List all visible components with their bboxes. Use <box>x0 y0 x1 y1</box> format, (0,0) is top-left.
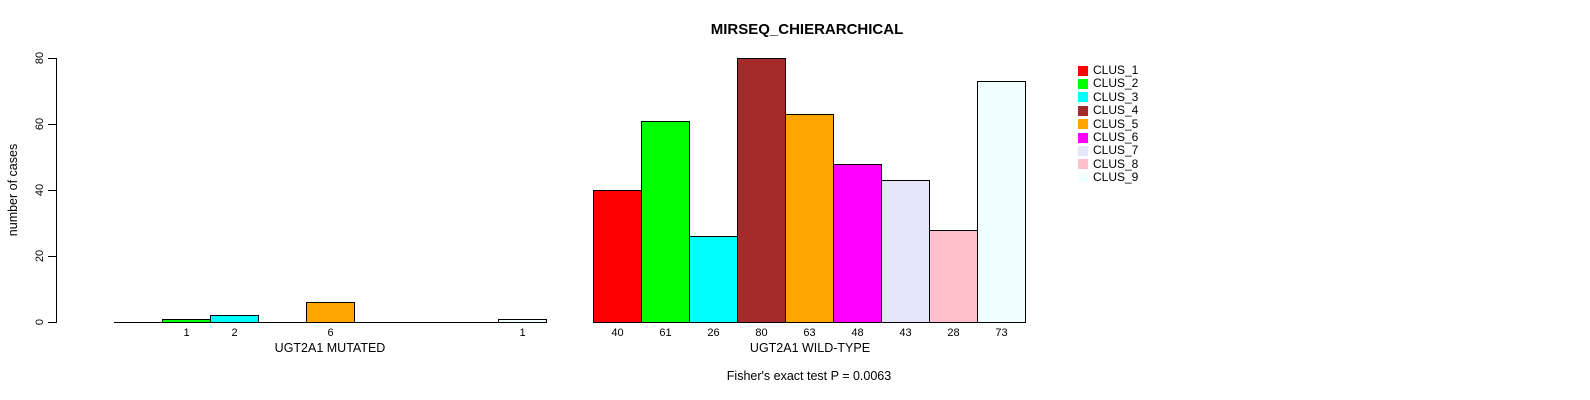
legend-swatch-icon <box>1078 132 1088 143</box>
legend-row: CLUS_4 <box>1078 103 1139 118</box>
legend-row: CLUS_5 <box>1078 116 1139 131</box>
chart-title: MIRSEQ_CHIERARCHICAL <box>710 21 904 38</box>
bar-clus_6 <box>833 164 882 323</box>
y-axis-line <box>56 58 57 323</box>
bar-clus_2 <box>641 121 690 323</box>
legend-label: CLUS_9 <box>1093 170 1139 185</box>
legend-row: CLUS_1 <box>1078 63 1139 77</box>
bar-value-label: 26 <box>707 327 720 339</box>
legend-label: CLUS_5 <box>1093 116 1139 131</box>
x-axis-baseline-mutated <box>114 322 547 323</box>
y-tick-mark <box>48 190 56 191</box>
legend-label: CLUS_1 <box>1093 63 1139 77</box>
group-label-mutated: UGT2A1 MUTATED <box>274 341 386 355</box>
legend: CLUS_1 CLUS_2 CLUS_3 CLUS_4 CLUS_5 CLUS_6 CLUS… <box>1078 63 1139 185</box>
legend-label: CLUS_4 <box>1093 103 1139 118</box>
y-axis-label: number of cases <box>6 143 20 237</box>
legend-swatch-icon <box>1078 92 1088 103</box>
group-label-wildtype: UGT2A1 WILD-TYPE <box>749 341 871 355</box>
bar-value-label: 1 <box>183 327 190 339</box>
bar-clus_9 <box>977 81 1026 323</box>
legend-label: CLUS_3 <box>1093 89 1139 104</box>
bar-clus_1 <box>593 190 642 323</box>
legend-row: CLUS_3 <box>1078 89 1139 104</box>
bar-value-label: 80 <box>755 327 768 339</box>
bar-clus_7 <box>881 180 930 323</box>
y-tick-label: 20 <box>34 249 46 263</box>
bar-clus_8 <box>929 230 978 323</box>
bar-clus_4 <box>737 58 786 323</box>
legend-label: CLUS_7 <box>1093 143 1139 158</box>
legend-swatch-icon <box>1078 119 1088 130</box>
fisher-test-footnote: Fisher's exact test P = 0.0063 <box>726 369 892 383</box>
legend-label: CLUS_8 <box>1093 156 1139 171</box>
legend-row: CLUS_6 <box>1078 129 1139 144</box>
bar-value-label: 6 <box>327 327 334 339</box>
legend-swatch-icon <box>1078 105 1088 116</box>
legend-row: CLUS_8 <box>1078 156 1139 171</box>
bar-value-label: 1 <box>519 327 526 339</box>
bar-value-label: 43 <box>899 327 912 339</box>
bar-value-label: 61 <box>659 327 672 339</box>
legend-swatch-icon <box>1078 146 1088 157</box>
legend-label: CLUS_6 <box>1093 129 1139 144</box>
y-tick-mark <box>48 322 56 323</box>
x-axis-baseline-wildtype <box>593 322 1026 323</box>
bar-value-label: 73 <box>995 327 1008 339</box>
bar-value-label: 40 <box>611 327 624 339</box>
bar-clus_5 <box>306 302 355 323</box>
bar-value-label: 63 <box>803 327 816 339</box>
y-tick-label: 60 <box>34 117 46 131</box>
bar-value-label: 28 <box>947 327 960 339</box>
legend-swatch-icon <box>1078 159 1088 170</box>
legend-swatch-icon <box>1078 79 1088 90</box>
bar-value-label: 48 <box>851 327 864 339</box>
legend-swatch-icon <box>1078 172 1088 183</box>
y-tick-mark <box>48 124 56 125</box>
legend-swatch-icon <box>1078 65 1088 76</box>
legend-row: CLUS_7 <box>1078 143 1139 158</box>
y-tick-label: 40 <box>34 183 46 197</box>
legend-row: CLUS_2 <box>1078 76 1139 91</box>
legend-row: CLUS_9 <box>1078 170 1139 185</box>
y-tick-mark <box>48 58 56 59</box>
bar-clus_5 <box>785 114 834 323</box>
bar-clus_3 <box>689 236 738 323</box>
y-tick-label: 0 <box>34 318 46 326</box>
bar-value-label: 2 <box>231 327 238 339</box>
legend-label: CLUS_2 <box>1093 76 1139 91</box>
y-tick-mark <box>48 256 56 257</box>
y-tick-label: 80 <box>34 51 46 65</box>
